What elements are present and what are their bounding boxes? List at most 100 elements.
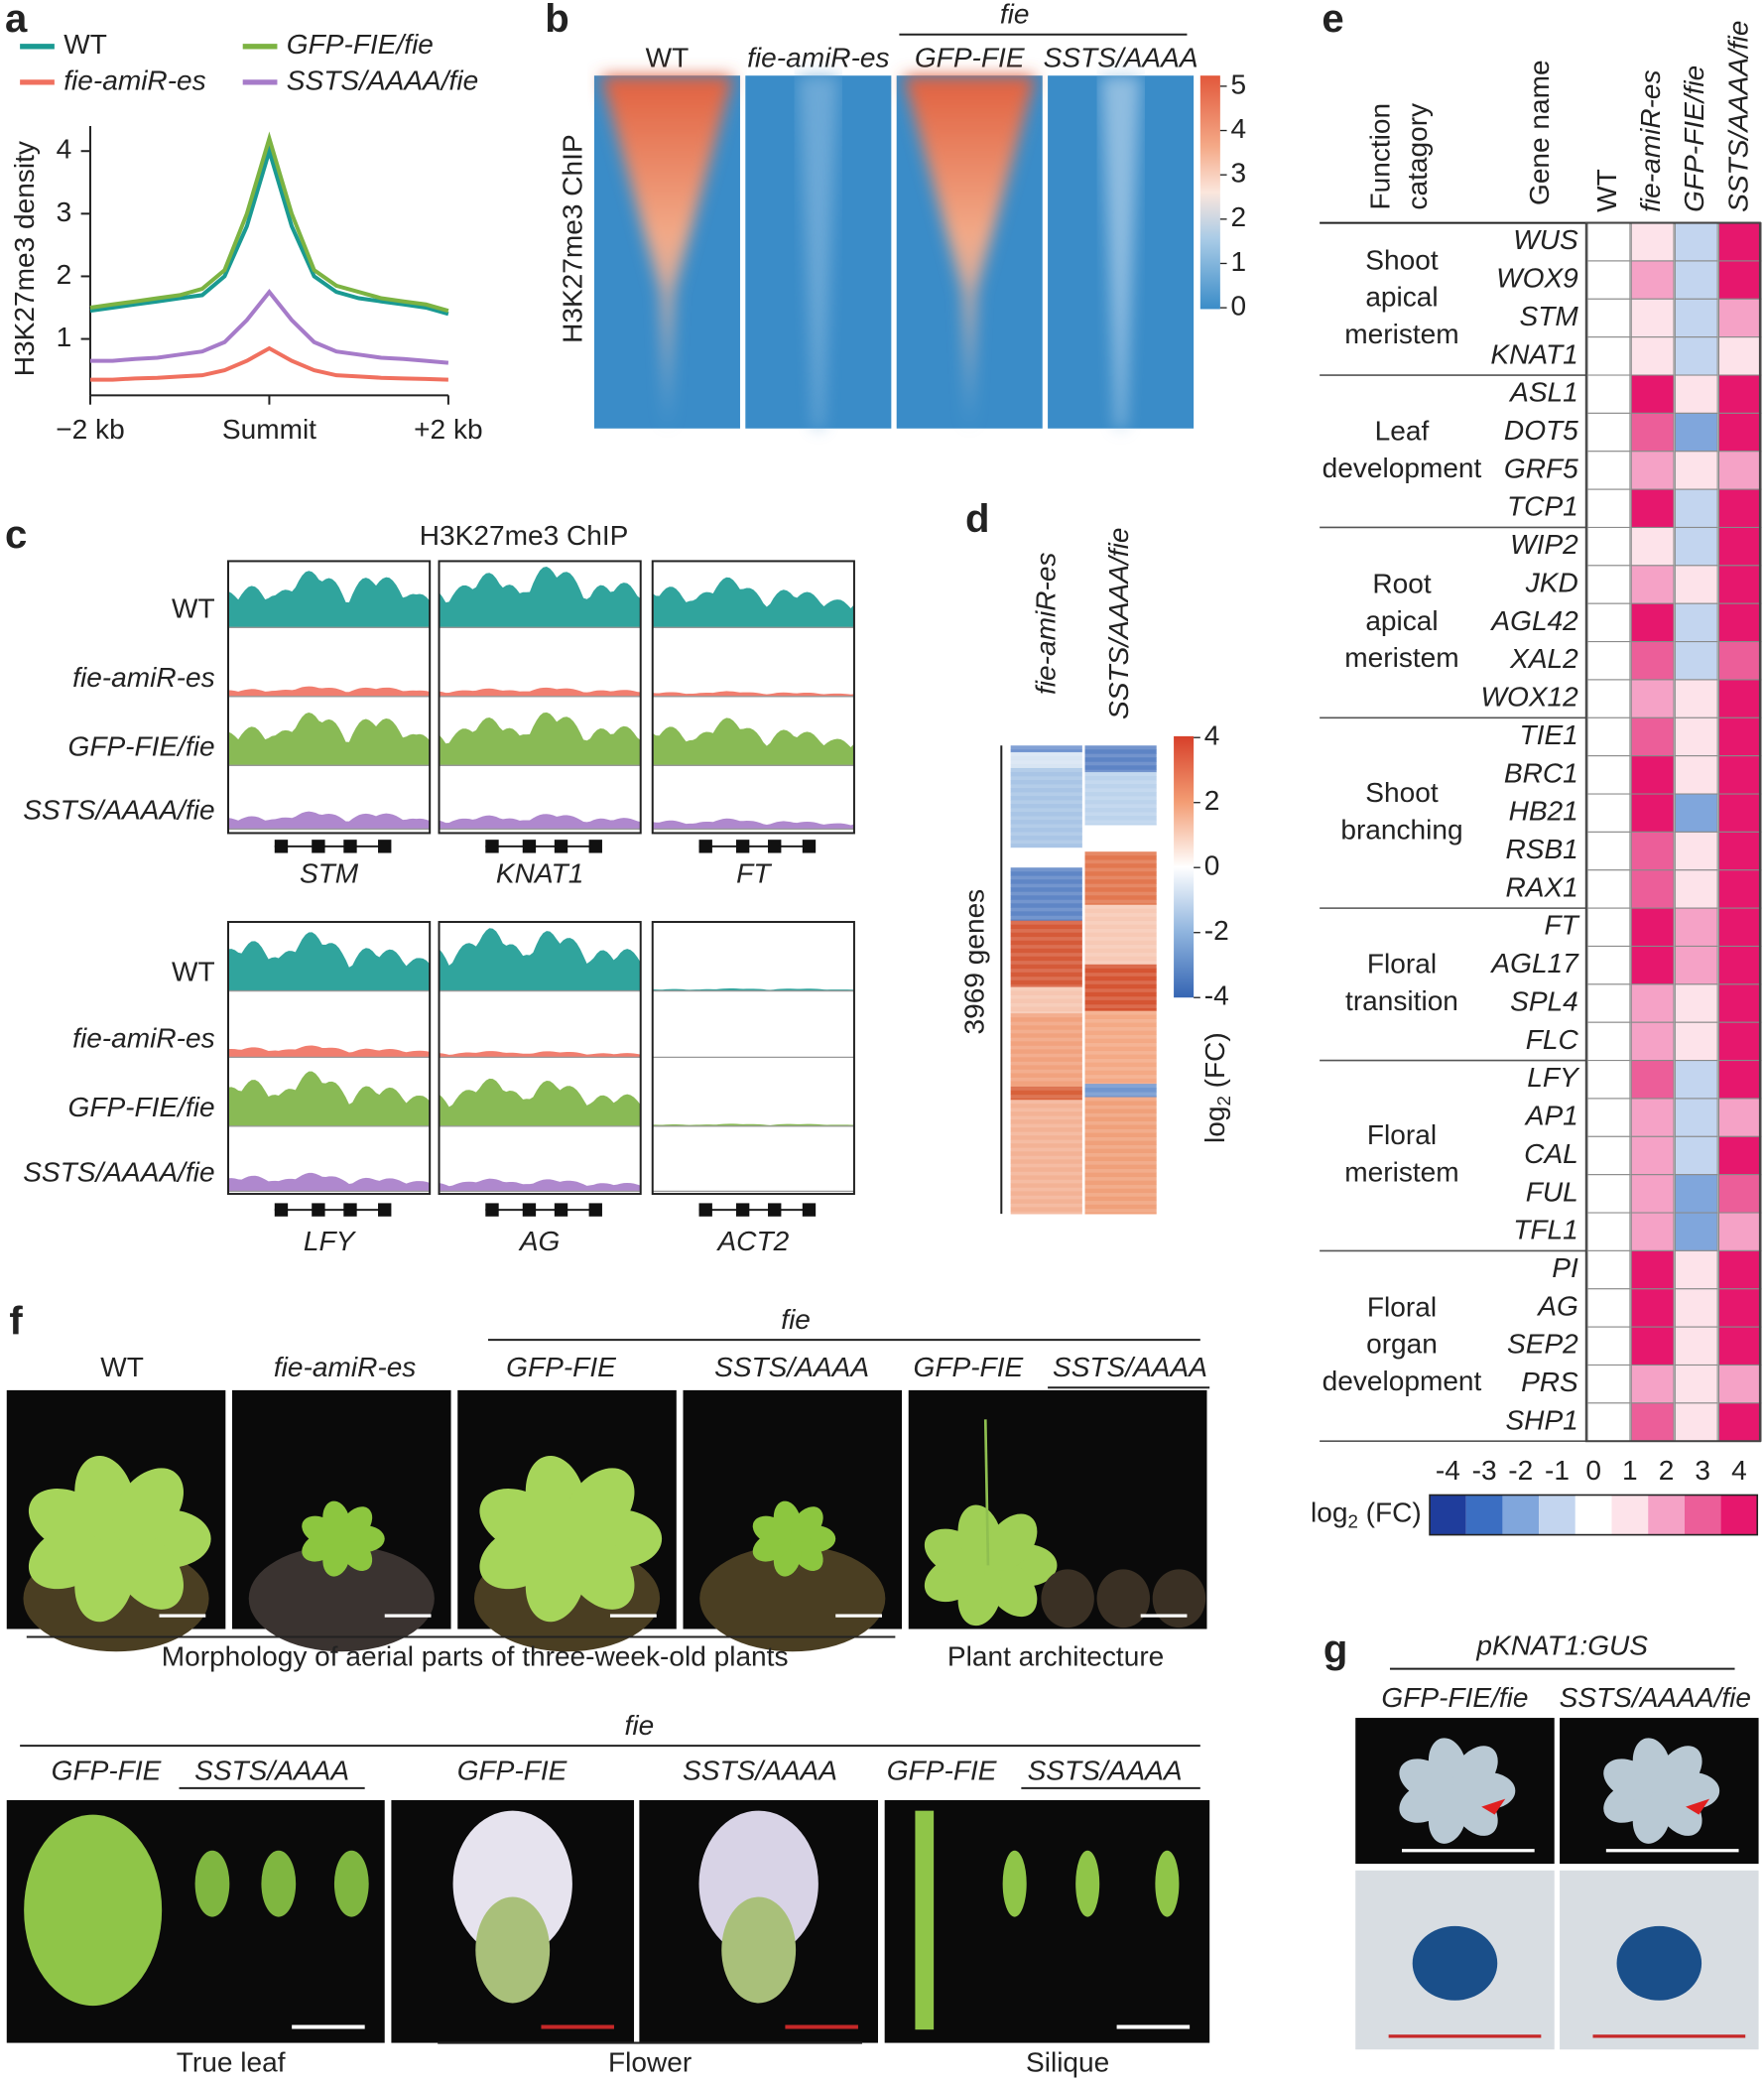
heatmap-cell bbox=[1586, 1288, 1631, 1328]
category-label: apical bbox=[1365, 605, 1438, 636]
heatmap-cell bbox=[1674, 1098, 1718, 1137]
heatmap-cell bbox=[1586, 526, 1631, 567]
row-label: GFP-FIE/fie bbox=[68, 730, 215, 761]
y-axis-label: H3K27me3 ChIP bbox=[557, 134, 587, 343]
heatmap-cell bbox=[1630, 679, 1675, 718]
category-label: Shoot bbox=[1365, 244, 1439, 275]
leaf bbox=[791, 1506, 823, 1542]
exon bbox=[312, 840, 325, 853]
heatmap-row bbox=[1010, 1085, 1082, 1088]
heatmap-row bbox=[1084, 1208, 1157, 1214]
gene-label: BRC1 bbox=[1504, 757, 1578, 788]
heatmap-row bbox=[1010, 796, 1082, 801]
heatmap-cell bbox=[1630, 1288, 1675, 1328]
gene-label: RAX1 bbox=[1505, 871, 1577, 902]
heatmap-row bbox=[1010, 788, 1082, 793]
heatmap-row bbox=[1084, 1082, 1157, 1085]
heatmap-row bbox=[1010, 1073, 1082, 1078]
heatmap-row bbox=[1084, 944, 1157, 950]
colorbar-tick-label: -2 bbox=[1204, 915, 1229, 946]
heatmap-row bbox=[1010, 1006, 1082, 1011]
exon bbox=[485, 840, 499, 853]
heatmap-row bbox=[1010, 899, 1082, 904]
column-label: GFP-FIE bbox=[915, 43, 1025, 73]
heatmap-signal bbox=[1100, 75, 1141, 429]
heatmap-row bbox=[1084, 1010, 1157, 1015]
group-label: fie bbox=[625, 1710, 655, 1741]
heatmap-row bbox=[1010, 1155, 1082, 1160]
heatmap-cell bbox=[1586, 641, 1631, 681]
heatmap-cell bbox=[1586, 1135, 1631, 1176]
heatmap-cell bbox=[1717, 983, 1762, 1023]
heatmap-row bbox=[1010, 751, 1082, 757]
y-axis-label: H3K27me3 density bbox=[9, 141, 40, 376]
column-header: WT bbox=[1591, 169, 1622, 212]
heatmap-cell bbox=[1586, 869, 1631, 909]
heatmap-row bbox=[1084, 851, 1157, 856]
row-label: SSTS/AAAA/fie bbox=[23, 794, 214, 825]
heatmap-row bbox=[1084, 960, 1157, 966]
caption: Morphology of aerial parts of three-week… bbox=[162, 1640, 789, 1671]
leaf bbox=[261, 1850, 297, 1917]
axis-label: 3969 genes bbox=[958, 889, 989, 1035]
category-label: meristem bbox=[1344, 1157, 1458, 1188]
heatmap-row bbox=[1010, 1207, 1082, 1212]
colorbar-frame bbox=[1429, 1494, 1759, 1536]
heatmap-row bbox=[1084, 867, 1157, 872]
heatmap-row bbox=[1010, 915, 1082, 920]
gene-label: HB21 bbox=[1509, 796, 1578, 827]
heatmap-cell bbox=[1674, 1060, 1718, 1100]
heatmap-cell bbox=[1586, 260, 1631, 300]
y-tick-label: 3 bbox=[57, 196, 72, 227]
heatmap-row bbox=[1084, 784, 1157, 789]
chip-track bbox=[439, 814, 641, 830]
heatmap-row bbox=[1084, 1212, 1157, 1215]
gene-label: FLC bbox=[1526, 1024, 1579, 1055]
exon bbox=[522, 1203, 537, 1217]
colorbar-tick-label: 2 bbox=[1204, 785, 1220, 816]
legend-label: SSTS/AAAA/fie bbox=[287, 65, 478, 95]
colorbar-tick-label: -2 bbox=[1508, 1455, 1533, 1486]
exon bbox=[485, 1203, 499, 1217]
column-label: fie-amiR-es bbox=[747, 43, 889, 73]
heatmap-row bbox=[1084, 845, 1157, 849]
gene-label: DOT5 bbox=[1504, 415, 1578, 446]
heatmap-cell bbox=[1630, 1249, 1675, 1290]
colorbar bbox=[1174, 735, 1195, 998]
heatmap-row bbox=[1084, 883, 1157, 888]
heatmap-row bbox=[1010, 745, 1082, 750]
heatmap-row bbox=[1010, 1069, 1082, 1074]
heatmap-cell bbox=[1630, 222, 1675, 262]
heatmap-row bbox=[1084, 1050, 1157, 1056]
heatmap-row bbox=[1084, 1088, 1157, 1093]
heatmap-row bbox=[1084, 1058, 1157, 1064]
caption: Silique bbox=[1026, 2046, 1109, 2077]
group-label: fie bbox=[781, 1304, 811, 1335]
heatmap-row bbox=[1084, 769, 1157, 773]
heatmap-row bbox=[1084, 796, 1157, 801]
heatmap-cell bbox=[1630, 526, 1675, 567]
colorbar-tick-label: 0 bbox=[1585, 1455, 1601, 1486]
gene-label: SPL4 bbox=[1510, 985, 1578, 1016]
heatmap-row bbox=[1010, 964, 1082, 970]
colorbar-cell bbox=[1465, 1495, 1503, 1535]
heatmap-row bbox=[1084, 979, 1157, 985]
heatmap-signal bbox=[903, 75, 1037, 429]
leaf bbox=[112, 1468, 184, 1546]
heatmap-row bbox=[1010, 875, 1082, 880]
silique bbox=[1002, 1850, 1027, 1917]
colorbar-tick-label: 4 bbox=[1204, 720, 1220, 751]
heatmap-cell bbox=[1674, 1174, 1718, 1214]
heatmap-row bbox=[1084, 1046, 1157, 1052]
heatmap-cell bbox=[1674, 526, 1718, 567]
heatmap-row bbox=[1084, 1003, 1157, 1009]
heatmap-cell bbox=[1630, 1174, 1675, 1214]
heatmap-row bbox=[1010, 1094, 1082, 1100]
heatmap-row bbox=[1084, 1196, 1157, 1202]
column-label: GFP-FIE bbox=[52, 1755, 162, 1785]
column-label: SSTS/AAAA bbox=[714, 1352, 869, 1382]
exon bbox=[768, 1203, 782, 1217]
heatmap-row bbox=[1084, 948, 1157, 954]
silique bbox=[1075, 1850, 1100, 1917]
